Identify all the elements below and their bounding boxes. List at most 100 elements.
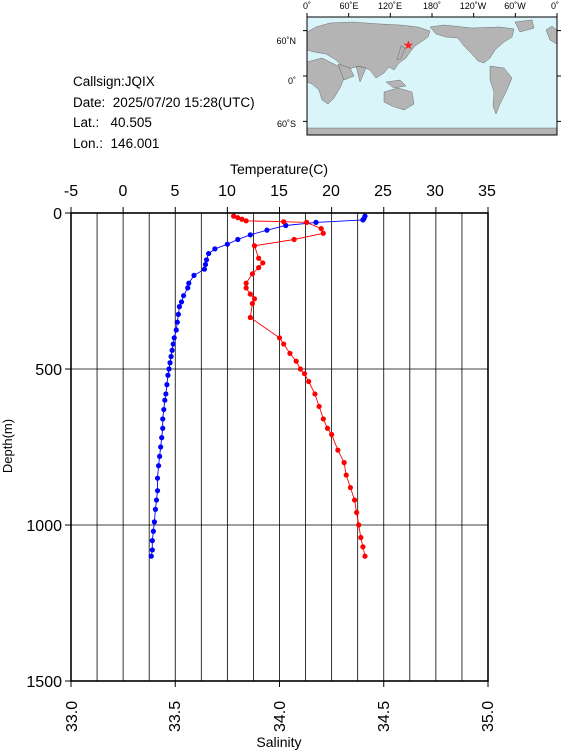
temperature-data-point: [201, 266, 208, 272]
temperature-data-point: [206, 250, 212, 257]
temperature-tick-label: 20: [322, 183, 340, 200]
map-land: [306, 19, 558, 136]
temperature-data-point: [166, 366, 172, 372]
salinity-data-point: [249, 271, 255, 277]
salinity-data-point: [249, 300, 255, 307]
salinity-data-point: [335, 447, 341, 453]
depth-tick-label: 1000: [26, 518, 62, 535]
salinity-tick-label: 33.5: [167, 701, 184, 732]
temperature-data-point: [169, 347, 175, 353]
salinity-data-point: [320, 230, 326, 236]
salinity-data-point: [354, 509, 360, 516]
salinity-data-point: [281, 341, 287, 347]
salinity-data-point: [231, 213, 237, 219]
salinity-data-point: [247, 314, 253, 321]
lon-value: 146.001: [110, 135, 160, 151]
salinity-data-point: [243, 280, 249, 286]
station-info: Callsign:JQIX Date: 2025/07/20 15:28(UTC…: [73, 72, 255, 154]
temperature-tick-label: -5: [64, 183, 78, 200]
salinity-axis-title: Salinity: [256, 734, 301, 750]
salinity-data-point: [301, 371, 308, 377]
depth-axis-title: Depth(m): [0, 419, 15, 473]
salinity-data-point: [343, 472, 349, 478]
map-lon-label: 120˚W: [460, 1, 487, 11]
series-layer: [148, 213, 368, 559]
temperature-data-point: [163, 391, 169, 397]
callsign-line: Callsign:JQIX: [73, 72, 255, 93]
salinity-data-point: [320, 416, 326, 422]
temperature-data-point: [168, 353, 174, 360]
map-lon-label: 0˚: [303, 1, 311, 11]
temperature-data-point: [157, 453, 163, 459]
profile-chart: -5 0 5 10 15 20 25 30 35 Temperature(C) …: [0, 161, 497, 750]
salinity-data-point: [297, 366, 303, 372]
temperature-data-point: [161, 406, 167, 413]
salinity-data-point: [360, 544, 366, 550]
salinity-tick-label: 33.0: [64, 701, 81, 732]
temperature-data-point: [171, 335, 177, 341]
salinity-data-point: [312, 391, 318, 397]
callsign-label: Callsign:: [73, 74, 125, 89]
salinity-data-point: [256, 255, 262, 261]
temperature-data-point: [247, 232, 253, 238]
temperature-data-point: [176, 304, 183, 310]
salinity-data-point: [243, 285, 249, 291]
temperature-data-point: [203, 257, 210, 263]
temperature-data-point: [191, 272, 197, 278]
date-label: Date:: [73, 94, 106, 110]
temperature-data-point: [150, 528, 156, 534]
salinity-data-point: [318, 226, 324, 232]
lon-label: Lon.:: [73, 135, 104, 151]
map-lat-label: 60˚S: [277, 119, 296, 129]
depth-tick-label: 500: [35, 362, 62, 379]
map-top-labels: 0˚ 60˚E 120˚E 180˚ 120˚W 60˚W 0˚: [303, 1, 559, 11]
temperature-data-point: [235, 236, 241, 243]
salinity-data-point: [247, 291, 253, 297]
salinity-data-point: [260, 260, 266, 266]
temperature-data-point: [264, 227, 270, 233]
temperature-tick-label: 30: [426, 183, 444, 200]
temperature-data-point: [159, 435, 165, 441]
temperature-data-point: [224, 241, 230, 247]
date-value: 2025/07/20 15:28(UTC): [112, 94, 255, 110]
location-map: 0˚ 60˚E 120˚E 180˚ 120˚W 60˚W 0˚ 60˚N 0˚…: [276, 1, 561, 136]
salinity-tick-labels: 33.0 33.5 34.0 34.5 35.0: [64, 701, 497, 732]
salinity-data-point: [362, 553, 368, 559]
temperature-tick-label: 10: [218, 183, 236, 200]
map-lon-label: 60˚W: [504, 1, 526, 11]
temperature-data-point: [173, 327, 179, 333]
date-line: Date: 2025/07/20 15:28(UTC): [73, 93, 255, 114]
lon-line: Lon.: 146.001: [73, 134, 255, 155]
temperature-tick-labels: -5 0 5 10 15 20 25 30 35: [64, 183, 496, 200]
salinity-data-point: [306, 378, 312, 385]
temperature-data-point: [154, 475, 161, 481]
temperature-data-point: [202, 261, 209, 268]
temperature-data-point: [149, 547, 155, 553]
temperature-data-point: [167, 360, 173, 366]
temperature-data-point: [160, 416, 166, 422]
temperature-data-point: [151, 519, 157, 525]
map-lat-label: 60˚N: [276, 36, 296, 46]
salinity-data-point: [329, 431, 335, 438]
temperature-data-point: [153, 497, 160, 503]
salinity-data-point: [324, 425, 331, 431]
temperature-data-point: [186, 280, 192, 286]
chart-grid: [71, 213, 488, 681]
temperature-data-point: [152, 506, 159, 512]
salinity-tick-label: 35.0: [480, 701, 497, 732]
map-lon-label: 180˚: [423, 1, 441, 11]
depth-tick-label: 0: [53, 206, 62, 223]
temperature-data-point: [149, 538, 155, 544]
salinity-tick-label: 34.5: [376, 701, 393, 732]
salinity-data-point: [316, 403, 322, 410]
depth-tick-label: 1500: [26, 674, 62, 691]
salinity-data-point: [251, 243, 258, 249]
salinity-data-point: [347, 484, 353, 491]
map-lon-label: 0˚: [551, 1, 559, 11]
temperature-data-point: [164, 382, 170, 388]
lat-line: Lat.: 40.505: [73, 113, 255, 134]
temperature-data-point: [178, 299, 185, 305]
temperature-data-point: [212, 246, 218, 252]
map-ticks: [303, 13, 561, 122]
